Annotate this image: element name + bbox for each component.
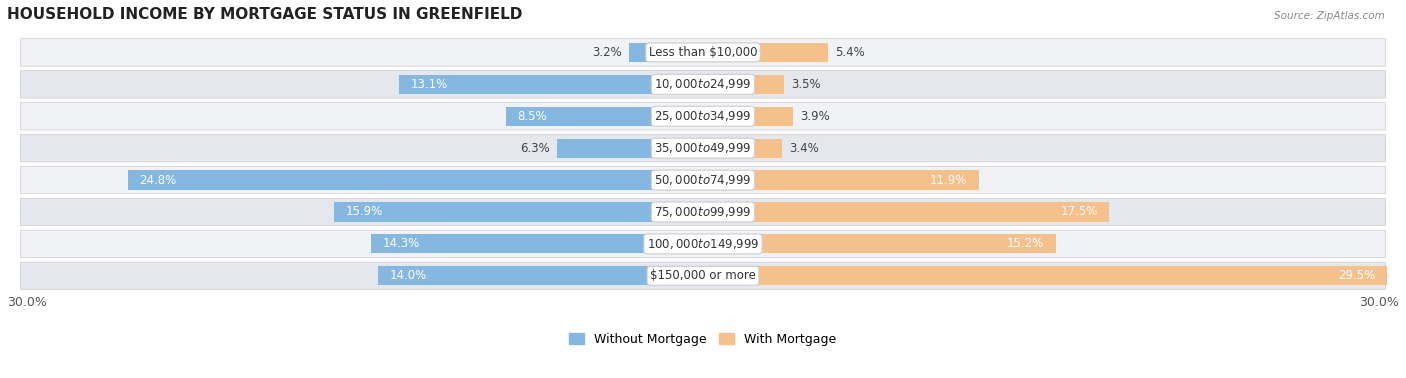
Text: $100,000 to $149,999: $100,000 to $149,999 [647, 237, 759, 251]
Text: 3.4%: 3.4% [789, 142, 818, 155]
Text: 3.9%: 3.9% [800, 110, 830, 123]
Bar [703, 234, 1056, 254]
Bar [399, 75, 703, 94]
Text: 30.0%: 30.0% [1360, 296, 1399, 308]
Text: 8.5%: 8.5% [517, 110, 547, 123]
FancyBboxPatch shape [21, 39, 1385, 66]
Text: 11.9%: 11.9% [931, 174, 967, 187]
FancyBboxPatch shape [21, 230, 1385, 258]
FancyBboxPatch shape [21, 262, 1385, 290]
Bar [628, 43, 703, 62]
Text: $150,000 or more: $150,000 or more [650, 269, 756, 282]
Text: $35,000 to $49,999: $35,000 to $49,999 [654, 141, 752, 155]
Text: 3.5%: 3.5% [792, 78, 821, 91]
Text: 24.8%: 24.8% [139, 174, 176, 187]
Text: $25,000 to $34,999: $25,000 to $34,999 [654, 109, 752, 123]
Text: 13.1%: 13.1% [411, 78, 449, 91]
Text: 14.3%: 14.3% [382, 237, 420, 250]
Text: Less than $10,000: Less than $10,000 [648, 46, 758, 59]
Legend: Without Mortgage, With Mortgage: Without Mortgage, With Mortgage [564, 328, 842, 351]
Text: 29.5%: 29.5% [1339, 269, 1376, 282]
Text: $10,000 to $24,999: $10,000 to $24,999 [654, 77, 752, 91]
Bar [703, 43, 828, 62]
Text: $50,000 to $74,999: $50,000 to $74,999 [654, 173, 752, 187]
Text: 17.5%: 17.5% [1060, 206, 1098, 218]
FancyBboxPatch shape [21, 166, 1385, 194]
Text: 3.2%: 3.2% [592, 46, 621, 59]
Text: 5.4%: 5.4% [835, 46, 865, 59]
Bar [703, 107, 793, 126]
Text: 15.9%: 15.9% [346, 206, 382, 218]
Bar [128, 170, 703, 190]
FancyBboxPatch shape [21, 198, 1385, 226]
Bar [371, 234, 703, 254]
Bar [557, 139, 703, 158]
Bar [703, 75, 785, 94]
Bar [506, 107, 703, 126]
FancyBboxPatch shape [21, 102, 1385, 130]
Text: 15.2%: 15.2% [1007, 237, 1045, 250]
Text: 14.0%: 14.0% [389, 269, 427, 282]
Text: 6.3%: 6.3% [520, 142, 550, 155]
Bar [703, 170, 979, 190]
Text: Source: ZipAtlas.com: Source: ZipAtlas.com [1274, 11, 1385, 21]
Text: 30.0%: 30.0% [7, 296, 46, 308]
Text: HOUSEHOLD INCOME BY MORTGAGE STATUS IN GREENFIELD: HOUSEHOLD INCOME BY MORTGAGE STATUS IN G… [7, 7, 522, 22]
FancyBboxPatch shape [21, 135, 1385, 162]
Text: $75,000 to $99,999: $75,000 to $99,999 [654, 205, 752, 219]
Bar [378, 266, 703, 285]
Bar [703, 202, 1109, 222]
Bar [703, 266, 1388, 285]
Bar [703, 139, 782, 158]
Bar [335, 202, 703, 222]
FancyBboxPatch shape [21, 71, 1385, 98]
